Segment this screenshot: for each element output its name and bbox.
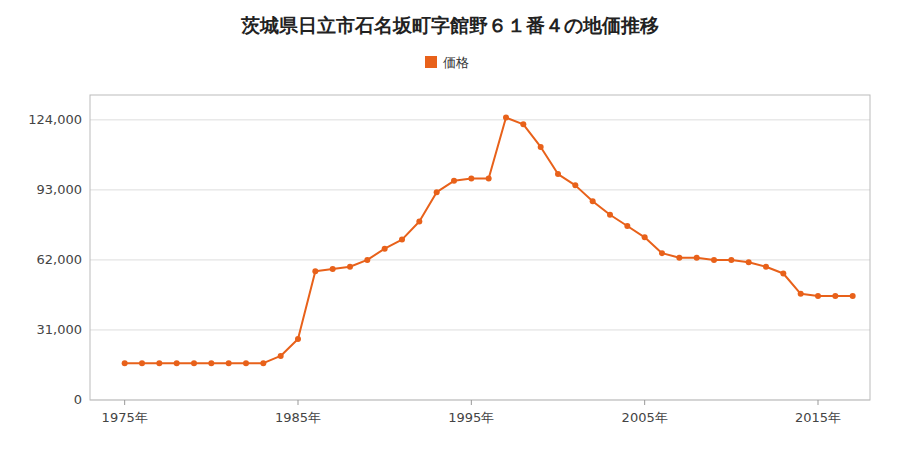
- point-marker: [555, 171, 561, 177]
- point-marker: [590, 198, 596, 204]
- point-marker: [312, 268, 318, 274]
- point-marker: [520, 121, 526, 127]
- plot-frame: [90, 95, 870, 400]
- point-marker: [607, 212, 613, 218]
- point-marker: [156, 360, 162, 366]
- point-marker: [347, 264, 353, 270]
- point-marker: [694, 255, 700, 261]
- point-marker: [139, 360, 145, 366]
- chart-title: 茨城県日立市石名坂町字館野６１番４の地価推移: [240, 14, 659, 36]
- point-marker: [208, 360, 214, 366]
- grid-line: [90, 329, 870, 330]
- point-marker: [122, 360, 128, 366]
- point-marker: [451, 178, 457, 184]
- point-marker: [416, 219, 422, 225]
- point-marker: [295, 336, 301, 342]
- x-tick-label: 1985年: [275, 410, 321, 425]
- y-tick-label: 0: [74, 392, 82, 407]
- point-marker: [243, 360, 249, 366]
- y-grid: [90, 120, 870, 400]
- x-tick-label: 2005年: [622, 410, 668, 425]
- point-marker: [191, 360, 197, 366]
- point-marker: [278, 353, 284, 359]
- point-marker: [798, 291, 804, 297]
- point-marker: [711, 257, 717, 263]
- point-marker: [330, 266, 336, 272]
- point-marker: [226, 360, 232, 366]
- y-tick-label: 62,000: [37, 252, 83, 267]
- point-marker: [382, 246, 388, 252]
- point-marker: [260, 360, 266, 366]
- point-marker: [572, 182, 578, 188]
- point-marker: [780, 270, 786, 276]
- point-marker: [746, 259, 752, 265]
- point-marker: [659, 250, 665, 256]
- point-marker: [503, 115, 509, 121]
- series-line: [125, 118, 853, 364]
- x-tick: [644, 400, 645, 405]
- y-tick-label: 124,000: [28, 112, 82, 127]
- point-marker: [815, 293, 821, 299]
- background: [0, 0, 900, 450]
- point-marker: [624, 223, 630, 229]
- point-marker: [399, 237, 405, 243]
- x-tick: [471, 400, 472, 405]
- legend: 価格: [425, 55, 469, 70]
- grid-line: [90, 189, 870, 190]
- point-marker: [486, 176, 492, 182]
- point-marker: [468, 176, 474, 182]
- x-tick-label: 2015年: [795, 410, 841, 425]
- legend-swatch: [425, 56, 437, 68]
- point-marker: [174, 360, 180, 366]
- grid-line: [90, 119, 870, 120]
- x-tick: [298, 400, 299, 405]
- point-marker: [850, 293, 856, 299]
- point-marker: [728, 257, 734, 263]
- y-tick-label: 93,000: [37, 182, 83, 197]
- grid-line: [90, 259, 870, 260]
- point-marker: [364, 257, 370, 263]
- point-marker: [676, 255, 682, 261]
- point-marker: [642, 234, 648, 240]
- x-tick: [124, 400, 125, 405]
- chart-container: 茨城県日立市石名坂町字館野６１番４の地価推移 0 31,000 62,000 93,00…: [0, 0, 900, 450]
- x-tick: [818, 400, 819, 405]
- data-area: [122, 115, 856, 367]
- y-tick-label: 31,000: [37, 322, 83, 337]
- legend-label: 価格: [443, 55, 469, 70]
- x-tick-label: 1975年: [102, 410, 148, 425]
- point-marker: [763, 264, 769, 270]
- point-marker: [538, 144, 544, 150]
- chart-svg: 茨城県日立市石名坂町字館野６１番４の地価推移 0 31,000 62,000 93,00…: [0, 0, 900, 450]
- x-tick-label: 1995年: [448, 410, 494, 425]
- point-marker: [434, 189, 440, 195]
- point-marker: [832, 293, 838, 299]
